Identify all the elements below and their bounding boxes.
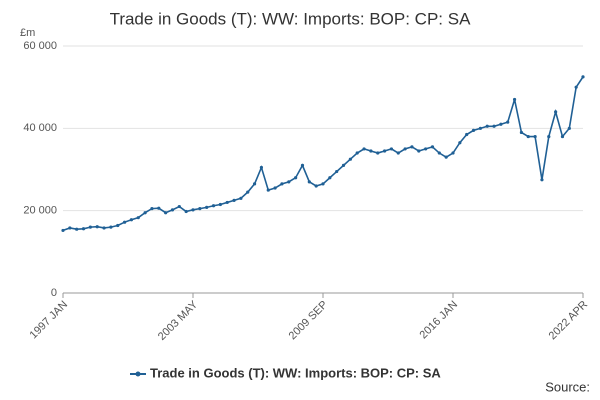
point — [198, 207, 202, 211]
point — [225, 200, 229, 205]
point — [164, 211, 168, 215]
x-tick-label: 1997 JAN — [28, 299, 71, 342]
y-tick-label: 60 000 — [23, 40, 57, 52]
point — [512, 97, 517, 102]
x-tick-label: 2003 MAY — [156, 298, 201, 343]
point — [560, 134, 565, 139]
point — [362, 147, 366, 151]
point — [294, 176, 298, 180]
point — [478, 126, 482, 130]
point — [533, 134, 537, 139]
point — [307, 180, 311, 184]
point — [246, 190, 250, 194]
y-axis-label: £m — [20, 27, 35, 39]
point — [81, 227, 86, 231]
source: Source: — [545, 379, 590, 394]
point — [355, 151, 359, 155]
point — [574, 85, 578, 89]
point — [129, 218, 134, 222]
point — [314, 184, 318, 188]
x-tick-label: 2016 JAN — [418, 299, 461, 342]
point — [328, 176, 332, 180]
legend-marker — [135, 371, 141, 377]
point — [471, 128, 476, 132]
point — [321, 182, 325, 186]
point — [458, 141, 462, 145]
point — [157, 206, 161, 210]
point — [191, 208, 195, 212]
y-tick-label: 0 — [51, 287, 57, 299]
point — [61, 228, 65, 233]
point — [526, 134, 530, 139]
point — [430, 145, 435, 149]
point — [519, 130, 524, 135]
point — [150, 207, 154, 211]
point — [95, 225, 99, 229]
point — [75, 227, 79, 231]
point — [389, 147, 394, 151]
point — [300, 163, 305, 167]
point — [485, 124, 489, 128]
point — [465, 132, 469, 137]
point — [492, 124, 496, 128]
point — [335, 169, 339, 174]
y-tick-label: 20 000 — [23, 205, 57, 217]
point — [232, 198, 236, 202]
point — [211, 204, 216, 208]
series-line — [62, 76, 584, 232]
point — [102, 226, 106, 230]
legend-label: Trade in Goods (T): WW: Imports: BOP: CP… — [150, 365, 441, 380]
point — [287, 180, 291, 184]
point — [341, 163, 346, 167]
point — [218, 202, 222, 207]
point — [417, 149, 421, 153]
point — [273, 186, 277, 190]
point — [280, 182, 284, 186]
point — [547, 134, 551, 139]
point — [437, 151, 441, 155]
point — [567, 126, 571, 130]
point — [403, 147, 407, 151]
point — [451, 151, 455, 155]
point — [266, 188, 270, 192]
x-tick-label: 2022 APR — [547, 299, 591, 343]
point — [369, 149, 373, 153]
point — [382, 149, 387, 153]
point — [109, 225, 113, 229]
point — [122, 220, 127, 224]
point — [143, 211, 147, 215]
point — [396, 151, 400, 155]
point — [424, 147, 428, 151]
point — [506, 120, 510, 124]
point — [348, 157, 352, 161]
y-tick-label: 40 000 — [23, 122, 57, 134]
point — [184, 209, 188, 214]
point — [376, 151, 380, 155]
point — [239, 196, 243, 200]
point — [252, 182, 257, 186]
point — [170, 208, 175, 212]
x-tick-label: 2009 SEP — [287, 299, 331, 343]
point — [581, 75, 585, 79]
point — [88, 225, 92, 229]
point — [499, 122, 503, 126]
chart-title: Trade in Goods (T): WW: Imports: BOP: CP… — [110, 9, 472, 28]
point — [116, 223, 120, 228]
point — [444, 155, 448, 159]
point — [410, 145, 414, 149]
point — [177, 204, 181, 209]
point — [136, 216, 140, 220]
point — [554, 110, 558, 114]
point — [540, 178, 544, 182]
point — [205, 205, 209, 209]
point — [259, 165, 264, 170]
point — [68, 226, 72, 230]
